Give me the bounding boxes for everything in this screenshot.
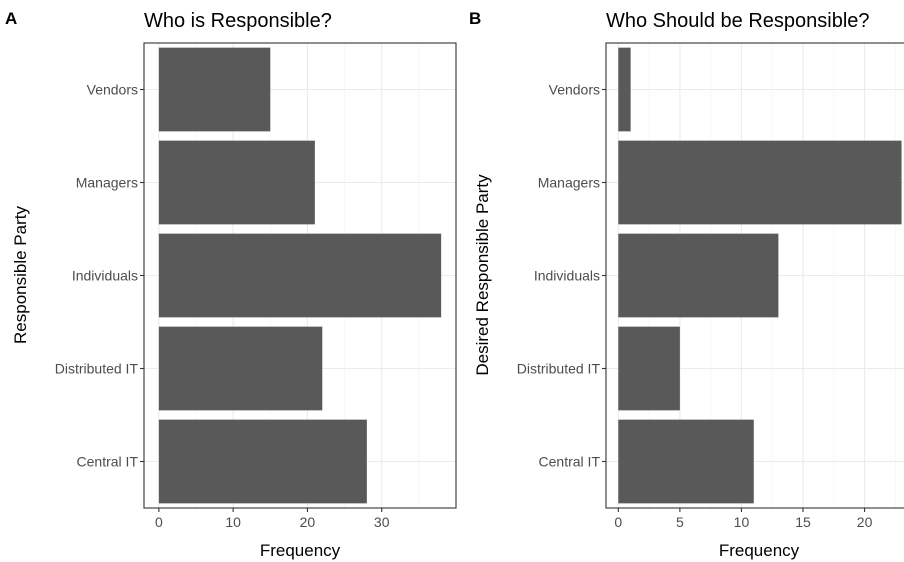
panel-a-y-axis: Vendors Managers Individuals Distributed IT… — [55, 82, 144, 470]
panel-a-x-tick-label: 30 — [374, 514, 390, 530]
panel-b-bar-central-it — [618, 419, 754, 504]
panel-a-bar-distributed-it — [158, 326, 323, 411]
panel-b-x-axis-title: Frequency — [719, 541, 800, 560]
panel-a-bar-managers — [158, 140, 315, 225]
panel-a-bar-central-it — [158, 419, 367, 504]
panel-a-bar-individuals — [158, 233, 442, 318]
panel-b-tag: B — [469, 9, 481, 28]
panel-b-y-tick-label-managers: Managers — [538, 175, 600, 191]
panel-a-y-tick-label-distributed-it: Distributed IT — [55, 361, 139, 377]
panel-a-x-axis: 0 10 20 30 — [155, 508, 390, 530]
panel-b-bars — [618, 47, 902, 504]
panel-b-x-tick-label: 5 — [676, 514, 684, 530]
panel-b-bar-managers — [618, 140, 902, 225]
panel-b-bar-vendors — [618, 47, 631, 132]
panel-a-y-axis-title: Responsible Party — [11, 206, 30, 344]
panel-a-y-tick-label-central-it: Central IT — [77, 454, 139, 470]
panel-a-x-axis-title: Frequency — [260, 541, 341, 560]
panel-b-y-tick-label-distributed-it: Distributed IT — [517, 361, 601, 377]
panel-b-x-tick-label: 10 — [734, 514, 750, 530]
panel-a-bar-vendors — [158, 47, 271, 132]
panel-a-x-tick-label: 0 — [155, 514, 163, 530]
panel-b-y-tick-label-central-it: Central IT — [539, 454, 601, 470]
panel-a-bars — [158, 47, 442, 504]
panel-a-y-tick-label-vendors: Vendors — [87, 82, 138, 98]
panel-b-bar-individuals — [618, 233, 779, 318]
panel-a-who-is-responsible: A Who is Responsible? Vendors Managers Ind… — [5, 9, 457, 560]
panel-b-y-axis: Vendors Managers Individuals Distributed IT… — [517, 82, 606, 470]
panel-a-tag: A — [5, 9, 17, 28]
panel-b-bar-distributed-it — [618, 326, 680, 411]
panel-a-y-tick-label-managers: Managers — [76, 175, 138, 191]
panel-a-x-tick-label: 10 — [225, 514, 241, 530]
panel-a-x-tick-label: 20 — [300, 514, 316, 530]
panel-b-x-axis: 0 5 10 15 20 — [614, 508, 873, 530]
panel-b-x-tick-label: 20 — [857, 514, 873, 530]
panel-b-who-should-be-responsible: B Who Should be Responsible? Vendors Mana… — [469, 9, 904, 560]
panel-b-y-tick-label-vendors: Vendors — [549, 82, 600, 98]
panel-b-y-axis-title: Desired Responsible Party — [473, 174, 492, 376]
panel-a-y-tick-label-individuals: Individuals — [72, 268, 138, 284]
panel-b-x-tick-label: 0 — [614, 514, 622, 530]
panel-a-title: Who is Responsible? — [144, 10, 332, 32]
panel-b-y-tick-label-individuals: Individuals — [534, 268, 600, 284]
panel-b-x-tick-label: 15 — [795, 514, 811, 530]
panel-b-title: Who Should be Responsible? — [606, 10, 870, 32]
